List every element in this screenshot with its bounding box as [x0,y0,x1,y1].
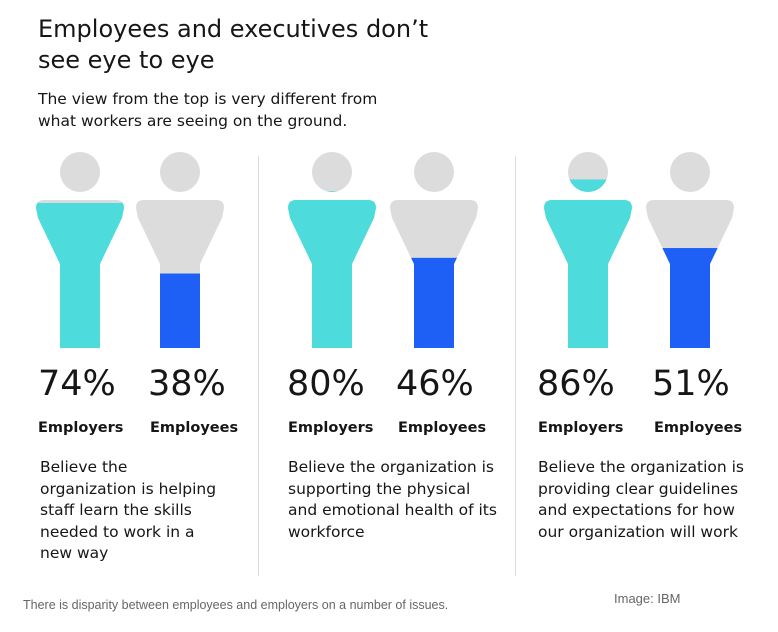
image-credit: Image: IBM [614,591,681,606]
group-divider [258,156,259,576]
figure-head [60,152,100,192]
chart-title: Employees and executives don’t see eye t… [38,15,429,74]
description-3: Believe the organization is providing cl… [538,458,745,541]
image-caption: There is disparity between employees and… [23,598,449,612]
figure-head [312,152,352,192]
employee-figure-2 [390,152,478,348]
employer-percentage-3: 86% [537,364,615,404]
figure-head [670,152,710,192]
employer-label-1: Employers [38,420,124,436]
employee-fill-bar [136,273,224,348]
employer-figure-2 [288,152,376,348]
employee-label-3: Employees [654,420,743,436]
employee-label-1: Employees [150,420,239,436]
employer-label-3: Employers [538,420,624,436]
employee-fill-bar [646,248,734,348]
employee-percentage-2: 46% [396,364,474,404]
chart-subtitle: The view from the top is very different … [38,90,378,130]
description-1: Believe the organization is helping staf… [40,458,217,562]
group-divider [515,156,516,576]
employer-fill-bar [544,179,632,348]
description-2: Believe the organization is supporting t… [288,458,497,541]
employee-label-2: Employees [398,420,487,436]
employer-percentage-2: 80% [287,364,365,404]
employee-percentage-1: 38% [148,364,226,404]
employee-percentage-3: 51% [652,364,730,404]
employer-fill-bar [36,202,124,348]
figure-head [414,152,454,192]
employer-percentage-1: 74% [38,364,116,404]
employer-label-2: Employers [288,420,374,436]
employer-fill-bar [288,191,376,348]
figure-head [160,152,200,192]
employer-figure-3 [544,152,632,348]
employee-fill-bar [390,257,478,348]
employer-figure-1 [36,152,124,348]
employee-figure-1 [136,152,224,348]
employee-figure-3 [646,152,734,348]
